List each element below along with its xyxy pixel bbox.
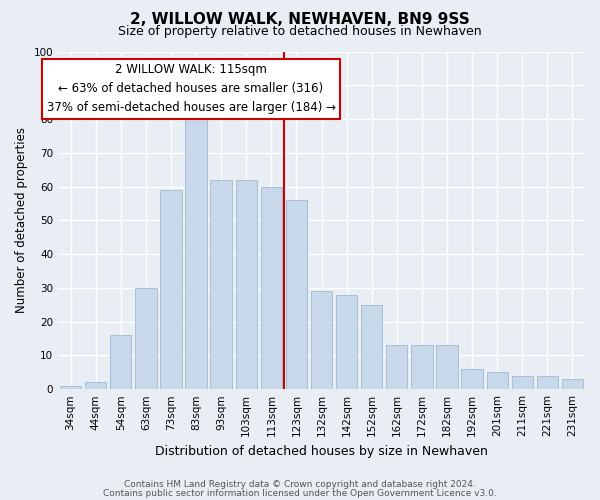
Text: 2 WILLOW WALK: 115sqm
← 63% of detached houses are smaller (316)
37% of semi-det: 2 WILLOW WALK: 115sqm ← 63% of detached … bbox=[47, 64, 335, 114]
Bar bbox=[311, 292, 332, 389]
Bar bbox=[160, 190, 182, 389]
Bar bbox=[411, 346, 433, 389]
X-axis label: Distribution of detached houses by size in Newhaven: Distribution of detached houses by size … bbox=[155, 444, 488, 458]
Bar bbox=[185, 116, 207, 389]
Bar bbox=[286, 200, 307, 389]
Bar bbox=[135, 288, 157, 389]
Bar bbox=[436, 346, 458, 389]
Bar bbox=[487, 372, 508, 389]
Bar bbox=[110, 335, 131, 389]
Bar bbox=[85, 382, 106, 389]
Y-axis label: Number of detached properties: Number of detached properties bbox=[15, 128, 28, 314]
Bar bbox=[461, 369, 483, 389]
Text: Contains public sector information licensed under the Open Government Licence v3: Contains public sector information licen… bbox=[103, 488, 497, 498]
Bar bbox=[361, 305, 382, 389]
Bar bbox=[260, 186, 282, 389]
Bar bbox=[211, 180, 232, 389]
Bar bbox=[386, 346, 407, 389]
Text: Contains HM Land Registry data © Crown copyright and database right 2024.: Contains HM Land Registry data © Crown c… bbox=[124, 480, 476, 489]
Bar bbox=[60, 386, 81, 389]
Bar bbox=[336, 294, 357, 389]
Bar bbox=[562, 379, 583, 389]
Text: 2, WILLOW WALK, NEWHAVEN, BN9 9SS: 2, WILLOW WALK, NEWHAVEN, BN9 9SS bbox=[130, 12, 470, 28]
Bar bbox=[236, 180, 257, 389]
Bar bbox=[512, 376, 533, 389]
Bar bbox=[536, 376, 558, 389]
Text: Size of property relative to detached houses in Newhaven: Size of property relative to detached ho… bbox=[118, 25, 482, 38]
